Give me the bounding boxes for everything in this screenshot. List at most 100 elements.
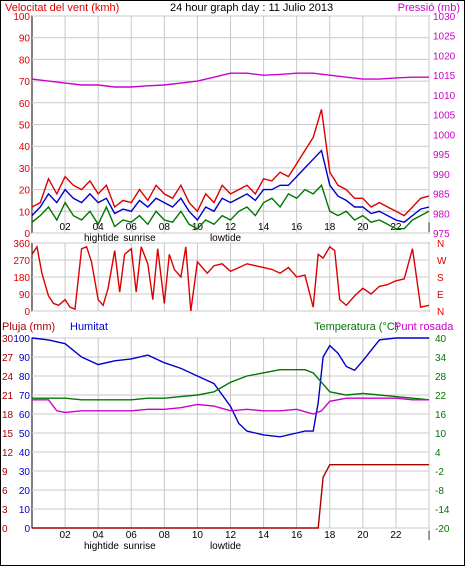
wind-y-tick-label: 0 (24, 229, 30, 240)
thermo-series-line (32, 464, 429, 529)
x-tick-label: 02 (60, 530, 72, 541)
rain-y-tick-label: 3 (2, 505, 8, 516)
x-tick-label: 18 (324, 530, 336, 541)
rain-y-tick-label: 12 (2, 448, 14, 459)
x-tick-label: 22 (390, 530, 402, 541)
x-tick-label: 06 (126, 530, 138, 541)
humidity-y-tick-label: 60 (19, 410, 31, 421)
temperature-y-tick-label: 16 (435, 410, 447, 421)
x-tick-label: 04 (93, 530, 105, 541)
rain-y-tick-label: 27 (2, 353, 14, 364)
direction-series-line (31, 244, 430, 312)
direction-y-tick-label: 0 (24, 307, 30, 318)
pressure-y-tick-label: 1005 (433, 111, 456, 122)
x-tick-label: | (428, 530, 431, 541)
pressure-y-tick-label: 995 (433, 150, 450, 161)
humidity-y-tick-label: 10 (19, 505, 31, 516)
x-tick-label: 16 (291, 222, 303, 233)
temperature-y-tick-label: -2 (435, 467, 444, 478)
event-label: lowtide (210, 233, 242, 244)
x-tick-label: 10 (192, 530, 204, 541)
wind-y-tick-label: 90 (19, 34, 31, 45)
pressure-y-tick-label: 1000 (433, 130, 456, 141)
pressure-y-tick-label: 975 (433, 229, 450, 240)
wind-series-line (31, 149, 430, 223)
humidity-axis-title: Humitat (70, 321, 108, 333)
temperature-y-tick-label: -14 (435, 505, 450, 516)
rain-y-tick-label: 24 (2, 372, 14, 383)
temperature-y-tick-label: 10 (435, 429, 447, 440)
event-label: sunrise (123, 233, 156, 244)
x-tick-label: 16 (291, 530, 303, 541)
rain-y-tick-label: 15 (2, 429, 14, 440)
humidity-y-tick-label: 100 (13, 334, 30, 345)
temperature-y-tick-label: 34 (435, 353, 447, 364)
wind-y-tick-label: 20 (19, 186, 31, 197)
series-layer (31, 72, 430, 529)
wind-series-line (31, 109, 430, 217)
compass-label: N (437, 307, 444, 318)
wind-y-tick-label: 100 (13, 12, 30, 23)
pressure-y-tick-label: 1010 (433, 91, 456, 102)
page-title: 24 hour graph day : 11 Julio 2013 (170, 2, 333, 14)
event-label: lowtide (210, 541, 242, 552)
temperature-y-tick-label: 4 (435, 448, 441, 459)
humidity-y-tick-label: 50 (19, 429, 31, 440)
x-tick-label: 08 (159, 530, 171, 541)
x-tick-label: 12 (225, 530, 237, 541)
temperature-y-tick-label: -8 (435, 486, 444, 497)
x-tick-label: 20 (357, 530, 369, 541)
x-tick-label: 02 (60, 222, 72, 233)
direction-y-tick-label: 270 (13, 256, 30, 267)
x-tick-label: 04 (93, 222, 105, 233)
thermo-series-line (32, 397, 429, 415)
temperature-axis-title: Temperatura (°C) (314, 321, 398, 333)
x-tick-label: 08 (159, 222, 171, 233)
wind-axis-title: Velocitat del vent (kmh) (5, 2, 119, 14)
wind-series-line (31, 72, 429, 88)
x-tick-label: 20 (357, 222, 369, 233)
compass-label: N (437, 239, 444, 250)
humidity-y-tick-label: 90 (19, 353, 31, 364)
temperature-y-tick-label: 22 (435, 391, 447, 402)
pressure-y-tick-label: 980 (433, 209, 450, 220)
wind-y-tick-label: 70 (19, 77, 31, 88)
event-label: hightide (84, 541, 119, 552)
humidity-y-tick-label: 0 (24, 524, 30, 535)
rain-y-tick-label: 9 (2, 467, 8, 478)
direction-y-tick-label: 180 (13, 273, 30, 284)
wind-y-tick-label: 80 (19, 55, 31, 66)
wind-y-tick-label: 10 (19, 207, 31, 218)
thermo-series-line (32, 369, 430, 401)
compass-label: E (437, 290, 444, 301)
x-tick-label: 14 (258, 530, 270, 541)
rain-y-tick-label: 21 (2, 391, 14, 402)
dewpoint-axis-title: Punt rosada (394, 321, 454, 333)
wind-y-tick-label: 40 (19, 142, 31, 153)
humidity-y-tick-label: 80 (19, 372, 31, 383)
event-label: hightide (84, 233, 119, 244)
thermo-series-line (31, 337, 429, 438)
rain-axis-title: Pluja (mm) (2, 321, 55, 333)
temperature-y-tick-label: 40 (435, 334, 447, 345)
humidity-y-tick-label: 40 (19, 448, 31, 459)
humidity-y-tick-label: 20 (19, 486, 31, 497)
pressure-y-tick-label: 1015 (433, 71, 456, 82)
rain-y-tick-label: 6 (2, 486, 8, 497)
rain-y-tick-label: 0 (2, 524, 8, 535)
x-tick-label: 12 (225, 222, 237, 233)
wind-y-tick-label: 50 (19, 121, 31, 132)
humidity-y-tick-label: 30 (19, 467, 31, 478)
rain-y-tick-label: 30 (2, 334, 14, 345)
axes-layer: 0102030405060708090100975980985990995100… (2, 12, 456, 552)
temperature-y-tick-label: 28 (435, 372, 447, 383)
direction-y-tick-label: 360 (13, 239, 30, 250)
wind-y-tick-label: 30 (19, 164, 31, 175)
rain-y-tick-label: 18 (2, 410, 14, 421)
pressure-y-tick-label: 985 (433, 190, 450, 201)
wind-series-line (31, 183, 430, 230)
grid-layer (32, 15, 430, 529)
